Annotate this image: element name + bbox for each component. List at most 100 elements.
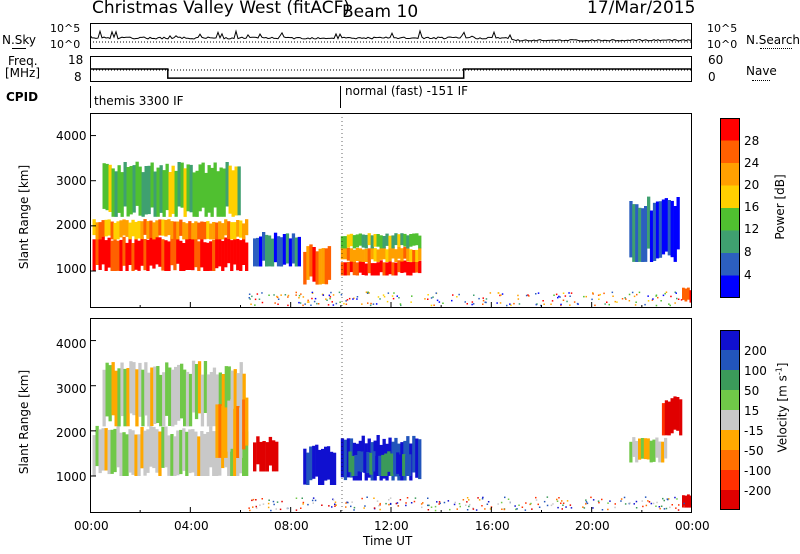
power-speckle <box>669 304 671 307</box>
power-speckle <box>410 301 412 303</box>
vel-ytick-2000: 2000 <box>56 426 87 440</box>
velocity-speckle <box>385 502 387 505</box>
power-mark <box>689 290 692 303</box>
power-speckle <box>598 298 600 300</box>
power-mark <box>415 233 419 246</box>
power-speckle <box>248 297 250 299</box>
power-speckle <box>261 301 264 304</box>
velocity-mark <box>183 369 187 427</box>
velocity-mark <box>188 373 193 427</box>
power-mark <box>321 248 325 284</box>
power-mark <box>394 262 398 276</box>
power-mark <box>382 247 386 260</box>
power-speckle <box>603 292 605 295</box>
power-colorbar-swatch <box>720 275 740 298</box>
velocity-mark <box>114 370 118 427</box>
velocity-speckle <box>515 508 517 511</box>
power-mark <box>352 249 356 262</box>
velocity-mark <box>185 371 190 427</box>
velocity-speckle <box>531 508 533 510</box>
freq-tick-top: 18 <box>68 53 84 67</box>
velocity-speckle <box>427 497 429 499</box>
power-mark <box>406 261 410 276</box>
power-mark <box>367 248 371 262</box>
power-speckle <box>379 298 381 300</box>
power-speckle <box>518 303 521 305</box>
velocity-speckle <box>438 501 441 503</box>
power-speckle <box>540 304 542 307</box>
power-mark <box>379 260 383 273</box>
power-mark <box>218 237 222 267</box>
power-mark <box>242 223 246 240</box>
velocity-speckle <box>279 508 282 511</box>
power-speckle <box>674 302 676 304</box>
power-speckle <box>604 303 606 305</box>
velocity-speckle <box>667 498 669 501</box>
power-mark <box>182 222 186 240</box>
power-mark <box>376 249 380 262</box>
power-mark <box>388 235 392 249</box>
power-speckle <box>256 293 259 295</box>
velocity-speckle <box>345 502 347 504</box>
power-mark <box>262 232 266 261</box>
velocity-speckle <box>644 496 647 498</box>
power-mark <box>161 219 165 236</box>
power-speckle <box>249 298 251 300</box>
power-speckle <box>478 297 480 300</box>
power-speckle <box>597 294 600 296</box>
power-mark <box>676 197 680 250</box>
vel-cbar-tick-m100: -100 <box>744 464 772 478</box>
velocity-mark <box>149 426 153 467</box>
power-mark <box>349 260 354 273</box>
power-speckle <box>527 294 529 296</box>
velocity-speckle <box>379 504 381 506</box>
xtick-1: 04:00 <box>174 519 209 533</box>
power-mark <box>400 260 404 273</box>
velocity-speckle <box>516 508 518 510</box>
power-mark <box>218 221 222 240</box>
power-speckle <box>644 303 646 306</box>
velocity-speckle <box>650 502 653 505</box>
power-mark <box>355 234 359 248</box>
power-mark <box>170 236 174 266</box>
velocity-mark <box>638 438 642 460</box>
power-mark <box>394 249 398 262</box>
velocity-speckle <box>468 499 470 501</box>
velocity-speckle <box>468 505 470 508</box>
velocity-mark <box>182 428 186 471</box>
power-mark <box>239 240 243 271</box>
power-speckle <box>485 301 487 304</box>
power-mark <box>174 170 178 217</box>
power-mark <box>113 239 117 271</box>
velocity-mark <box>165 362 169 416</box>
velocity-speckle <box>662 497 664 500</box>
velocity-speckle <box>620 498 623 500</box>
velocity-mark <box>135 369 139 427</box>
power-mark <box>192 172 196 217</box>
velocity-speckle <box>500 501 503 504</box>
velocity-speckle <box>582 506 584 508</box>
power-speckle <box>592 293 594 295</box>
vel-ytick-1000: 1000 <box>56 470 87 484</box>
velocity-mark <box>155 429 159 473</box>
power-mark <box>406 248 410 262</box>
velocity-mark <box>646 438 650 460</box>
velocity-mark <box>315 444 319 477</box>
velocity-mark <box>303 448 307 485</box>
velocity-colorbar-swatch <box>720 450 740 471</box>
velocity-mark <box>275 441 279 472</box>
power-mark <box>140 236 144 266</box>
power-speckle <box>482 303 484 305</box>
power-speckle <box>655 304 658 307</box>
velocity-speckle <box>295 509 298 511</box>
velocity-speckle <box>629 502 631 504</box>
power-speckle <box>458 293 460 296</box>
velocity-mark <box>343 439 348 481</box>
velocity-speckle <box>346 501 348 504</box>
power-mark <box>203 242 207 271</box>
velocity-speckle <box>388 503 390 506</box>
vel-cbar-label: Velocity [m s-1] <box>775 348 790 468</box>
power-mark <box>346 234 351 248</box>
velocity-mark <box>340 438 345 478</box>
velocity-speckle <box>443 501 446 504</box>
